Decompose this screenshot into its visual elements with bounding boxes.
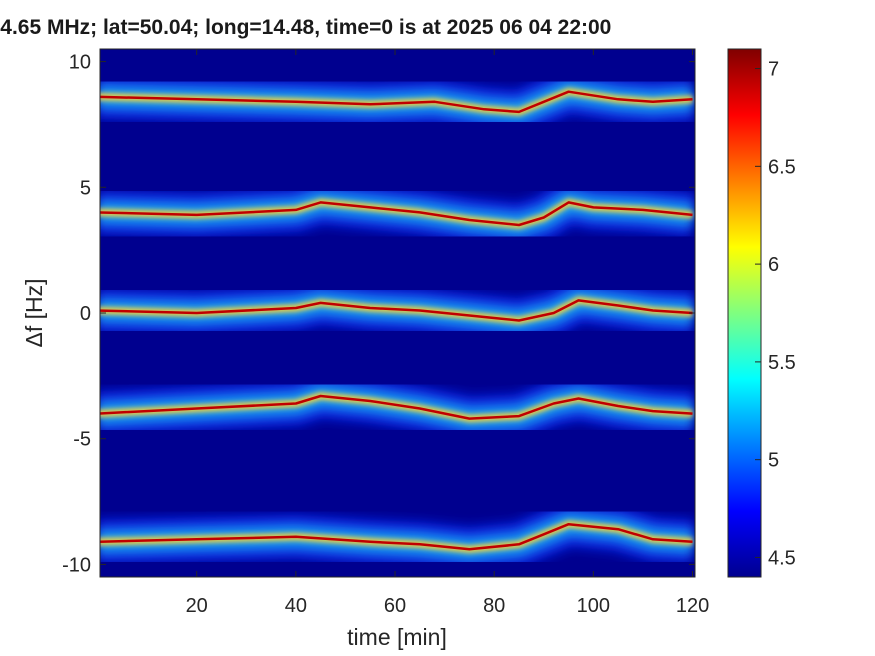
y-tick-label: -5	[73, 429, 91, 451]
colorbar-tick-label: 7	[768, 59, 779, 81]
y-axis-label: Δf [Hz]	[21, 278, 47, 347]
colorbar-tick-label: 6	[768, 254, 779, 276]
x-tick-label: 60	[384, 595, 406, 617]
colorbar-tick-label: 6.5	[768, 156, 796, 178]
colorbar-tick-label: 4.5	[768, 547, 796, 569]
x-tick-label: 80	[483, 595, 505, 617]
colorbar-tick-label: 5.5	[768, 352, 796, 374]
trace-ridge	[100, 201, 693, 227]
x-tick-label: 120	[676, 595, 709, 617]
trace-ridge	[100, 522, 693, 551]
colorbar	[727, 48, 762, 578]
x-axis-label: time [min]	[347, 624, 447, 650]
y-tick-label: 0	[80, 303, 91, 325]
trace-ridge	[100, 90, 693, 114]
y-tick-label: -10	[62, 554, 91, 576]
x-ticks: 20 40 60 80 100 120	[186, 49, 709, 617]
x-tick-label: 100	[577, 595, 610, 617]
trace-ridge	[100, 394, 693, 420]
chart-title: =4.65 MHz; lat=50.04; long=14.48, time=0…	[0, 16, 875, 44]
colorbar-tick-label: 5	[768, 450, 779, 472]
colorbar-ticks: 7 6.5 6 5.5 5 4.5	[755, 59, 796, 569]
chart-title-text: =4.65 MHz; lat=50.04; long=14.48, time=0…	[0, 16, 612, 39]
x-tick-label: 20	[186, 595, 208, 617]
y-tick-label: 10	[69, 52, 91, 74]
y-tick-label: 5	[80, 177, 91, 199]
y-ticks: 10 5 0 -5 -10	[62, 52, 695, 576]
heatmap-traces	[100, 69, 695, 572]
x-tick-label: 40	[285, 595, 307, 617]
trace-ridge	[100, 299, 693, 322]
